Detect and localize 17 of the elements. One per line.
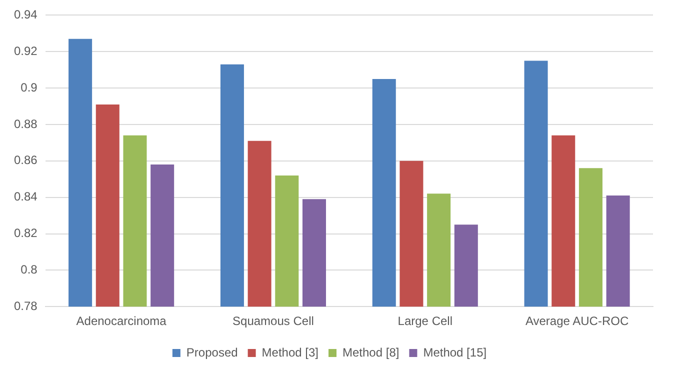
y-tick-label: 0.78 [14,298,38,313]
legend-label: Method [15] [423,345,487,360]
y-tick-label: 0.82 [14,226,38,240]
y-tick-label: 0.8 [20,262,38,276]
y-tick-label: 0.88 [14,116,38,131]
y-tick-label: 0.86 [14,153,38,168]
y-tick-label: 0.94 [14,8,38,22]
x-tick-label: Large Cell [398,314,452,328]
legend-label: Proposed [186,345,238,360]
x-tick-label: Average AUC-ROC [525,314,629,328]
legend-label: Method [3] [262,345,318,360]
legend-label: Method [8] [342,345,400,360]
y-tick-label: 0.84 [14,190,38,204]
y-tick-label: 0.92 [14,44,38,58]
x-tick-label: Adenocarcinoma [76,314,167,328]
x-tick-label: Squamous Cell [232,314,314,328]
y-tick-label: 0.9 [20,80,38,94]
